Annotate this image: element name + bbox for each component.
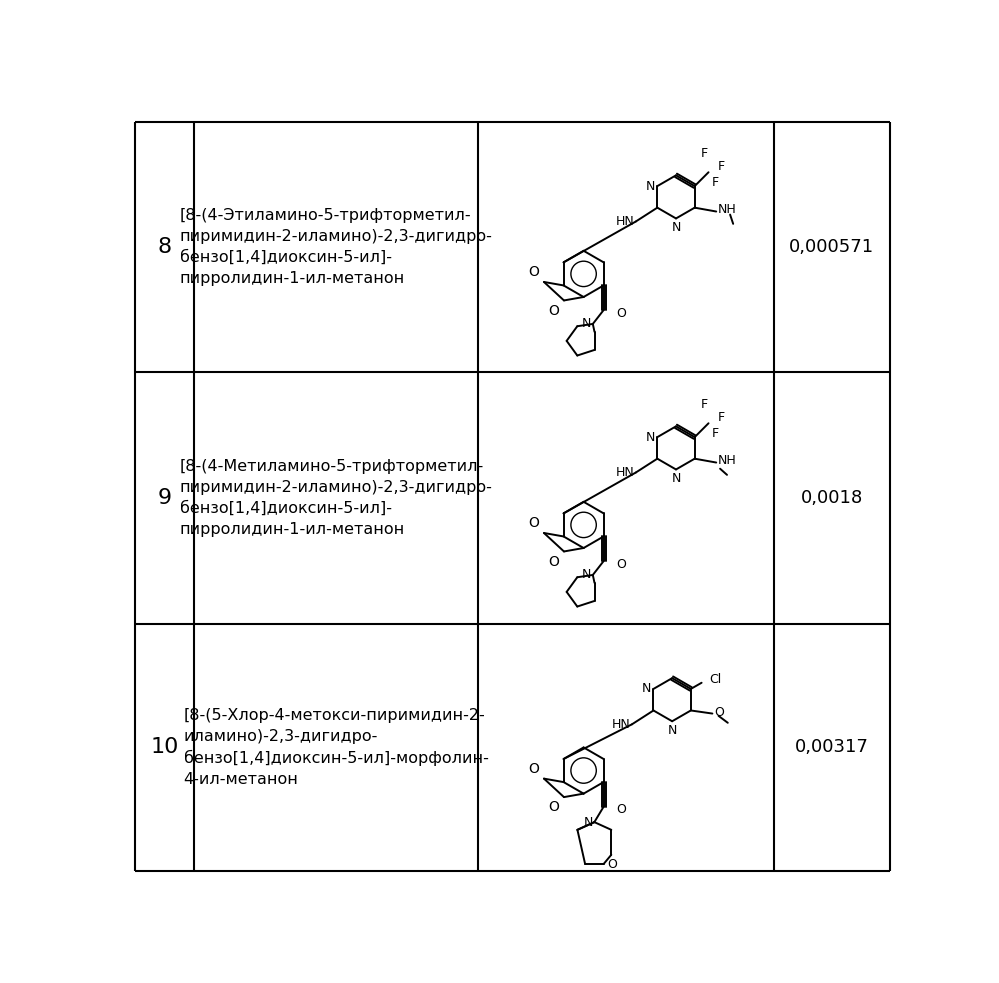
- Text: N: N: [645, 180, 655, 193]
- Text: O: O: [616, 307, 625, 319]
- Text: HN: HN: [615, 466, 634, 479]
- Text: [8-(4-Метиламино-5-трифторметил-
пиримидин-2-иламино)-2,3-дигидро-
бензо[1,4]дио: [8-(4-Метиламино-5-трифторметил- пиримид…: [180, 459, 493, 538]
- Text: O: O: [548, 304, 559, 318]
- Text: 9: 9: [158, 488, 172, 508]
- Text: O: O: [528, 264, 539, 279]
- Text: O: O: [528, 762, 539, 776]
- Text: F: F: [701, 146, 708, 160]
- Text: Cl: Cl: [709, 673, 721, 686]
- Text: 0,000571: 0,000571: [789, 238, 874, 256]
- Text: F: F: [717, 159, 725, 173]
- Text: N: N: [581, 318, 591, 330]
- Text: F: F: [711, 428, 718, 440]
- Text: 10: 10: [151, 737, 179, 758]
- Text: 0,00317: 0,00317: [795, 738, 869, 757]
- Text: O: O: [714, 706, 724, 719]
- Text: F: F: [711, 176, 718, 189]
- Text: N: N: [645, 431, 655, 443]
- Text: O: O: [528, 516, 539, 530]
- Text: O: O: [548, 800, 559, 814]
- Text: [8-(4-Этиламино-5-трифторметил-
пиримидин-2-иламино)-2,3-дигидро-
бензо[1,4]диок: [8-(4-Этиламино-5-трифторметил- пиримиди…: [180, 207, 493, 286]
- Text: 8: 8: [158, 237, 172, 257]
- Text: N: N: [671, 472, 680, 485]
- Text: N: N: [583, 816, 592, 829]
- Text: O: O: [616, 557, 625, 571]
- Text: N: N: [581, 568, 591, 582]
- Text: 0,0018: 0,0018: [801, 489, 863, 507]
- Text: N: N: [671, 221, 680, 234]
- Text: N: N: [641, 682, 651, 695]
- Text: N: N: [667, 723, 677, 736]
- Text: O: O: [616, 803, 625, 816]
- Text: O: O: [548, 554, 559, 568]
- Text: NH: NH: [717, 454, 736, 467]
- Text: F: F: [701, 398, 708, 411]
- Text: [8-(5-Хлор-4-метокси-пиримидин-2-
иламино)-2,3-дигидро-
бензо[1,4]диоксин-5-ил]-: [8-(5-Хлор-4-метокси-пиримидин-2- иламин…: [184, 708, 489, 787]
- Text: HN: HN: [611, 718, 630, 730]
- Text: O: O: [607, 857, 617, 871]
- Text: HN: HN: [615, 215, 634, 228]
- Text: NH: NH: [717, 202, 736, 215]
- Text: F: F: [717, 411, 725, 424]
